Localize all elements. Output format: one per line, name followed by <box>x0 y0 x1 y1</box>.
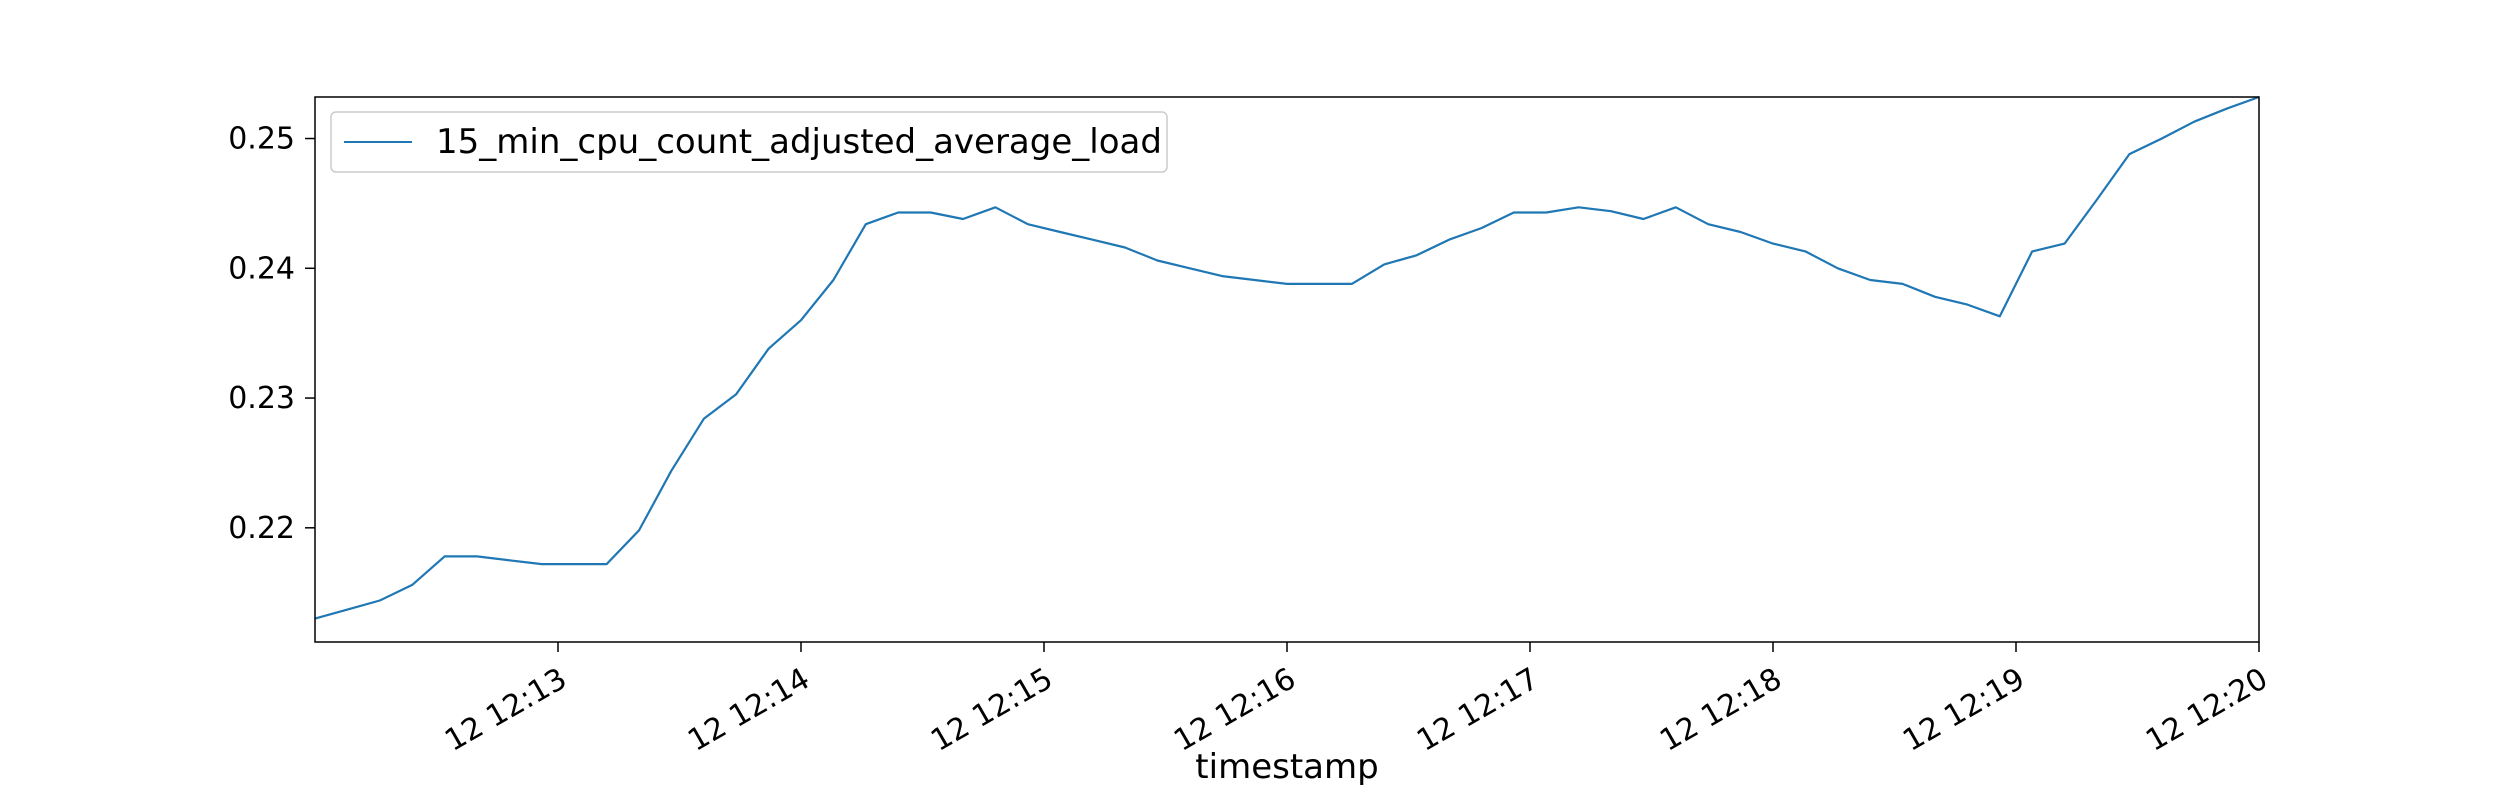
x-axis-title: timestamp <box>1195 747 1378 787</box>
y-axis: 0.22 0.23 0.24 0.25 <box>228 122 315 546</box>
y-tick-label: 0.24 <box>228 251 295 286</box>
plot-area <box>314 95 2260 620</box>
y-tick-label: 0.23 <box>228 381 295 416</box>
series-line <box>314 95 2260 620</box>
y-tick-label: 0.22 <box>228 511 295 546</box>
plot-frame <box>314 96 2260 643</box>
legend: 15_min_cpu_count_adjusted_average_load <box>330 111 1168 173</box>
legend-box <box>330 111 1168 173</box>
y-tick-label: 0.25 <box>228 122 295 157</box>
legend-label: 15_min_cpu_count_adjusted_average_load <box>436 122 1162 162</box>
